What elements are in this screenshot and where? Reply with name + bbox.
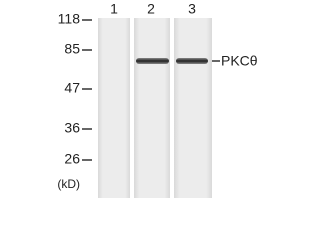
lane-label: 3 bbox=[188, 1, 196, 17]
band bbox=[136, 58, 169, 64]
lane-label: 2 bbox=[147, 1, 155, 17]
lane bbox=[134, 18, 170, 198]
lane-label: 1 bbox=[110, 1, 118, 17]
lane bbox=[98, 18, 130, 198]
blot-figure: 1 2 3 118 85 47 36 26 (kD) PKCθ bbox=[57, 0, 258, 198]
marker-label: 26 bbox=[64, 151, 80, 167]
unit-label: (kD) bbox=[57, 177, 80, 191]
band-label: PKCθ bbox=[221, 53, 258, 69]
lane bbox=[174, 18, 212, 198]
marker-label: 118 bbox=[58, 11, 81, 27]
marker-label: 85 bbox=[64, 41, 80, 57]
band bbox=[176, 58, 208, 64]
marker-label: 47 bbox=[64, 80, 80, 96]
marker-label: 36 bbox=[64, 120, 80, 136]
